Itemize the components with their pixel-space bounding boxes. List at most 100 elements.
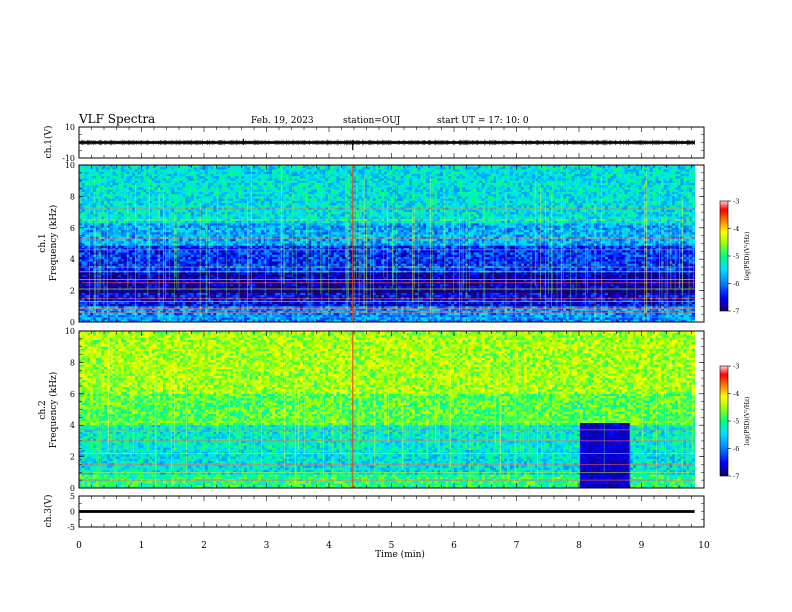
ch1-spectrogram-cell bbox=[155, 214, 158, 217]
ch1-spectrogram-cell bbox=[655, 199, 658, 202]
ch1-spectrogram-cell bbox=[661, 167, 664, 170]
ch1-spectrogram-cell bbox=[655, 183, 658, 186]
ch1-spectrogram-cell bbox=[118, 167, 121, 170]
ch1-spectrogram-cell bbox=[230, 167, 233, 170]
ch1-spectrogram-cell bbox=[191, 192, 194, 195]
ch1-spectrogram-cell bbox=[569, 176, 572, 179]
ch1-spectrogram-cell bbox=[191, 176, 194, 179]
ch1-spectrogram-cell bbox=[113, 176, 116, 179]
ch1-spectrogram-cell bbox=[572, 199, 575, 202]
ch1-spectrogram-cell bbox=[90, 199, 93, 202]
ch1-spectrogram-cell bbox=[574, 176, 577, 179]
ch1-spectrogram-cell bbox=[331, 199, 334, 202]
ch1-spectrogram-cell bbox=[93, 192, 96, 195]
ch1-spectrogram-cell bbox=[233, 183, 236, 186]
ch1-spectrogram-cell bbox=[141, 192, 144, 195]
ch1-spectrogram-cell bbox=[446, 199, 449, 202]
ch1-spectrogram-cell bbox=[613, 192, 616, 195]
ch1-spectrogram-cell bbox=[538, 176, 541, 179]
ch1-spectrogram-cell bbox=[236, 192, 239, 195]
ch1-spectrogram-cell bbox=[225, 183, 228, 186]
ch1-spectrogram-cell bbox=[622, 199, 625, 202]
ch1-spectrogram-cell bbox=[247, 183, 250, 186]
ch1-spectrogram-cell bbox=[143, 192, 146, 195]
ch1-spectrogram-cell bbox=[93, 199, 96, 202]
ch1-spectrogram-cell bbox=[434, 192, 437, 195]
ch1-spectrogram-cell bbox=[597, 167, 600, 170]
ch1-spectrogram-cell bbox=[233, 192, 236, 195]
ch1-spectrogram-cell bbox=[630, 176, 633, 179]
ch1-spectrogram-cell bbox=[683, 199, 686, 202]
ch1-spectrogram-cell bbox=[322, 199, 325, 202]
ch1-spectrogram-cell bbox=[194, 176, 197, 179]
ch1-spectrogram-cell bbox=[577, 167, 580, 170]
ch1-spectrogram-cell bbox=[127, 183, 130, 186]
ch1-spectrogram-cell bbox=[185, 176, 188, 179]
ch1-spectrogram-cell bbox=[474, 199, 477, 202]
ch1-spectrogram-cell bbox=[667, 167, 670, 170]
ch1-spectrogram-cell bbox=[286, 192, 289, 195]
ch1-spectrogram-cell bbox=[594, 167, 597, 170]
ch1-spectrogram-cell bbox=[345, 192, 348, 195]
ch1-spectrogram-cell bbox=[171, 167, 174, 170]
ch1-spectrogram-cell bbox=[183, 192, 186, 195]
ch1-spectrogram-cell bbox=[359, 199, 362, 202]
ch1-spectrogram-cell bbox=[510, 183, 513, 186]
ch1-spectrogram-cell bbox=[269, 192, 272, 195]
ch1-spectrogram-cell bbox=[252, 192, 255, 195]
ch1-spectrogram-cell bbox=[569, 183, 572, 186]
ch1-spectrogram-cell bbox=[613, 183, 616, 186]
ch1-spectrogram-cell bbox=[406, 167, 409, 170]
ch1-spectrogram-cell bbox=[420, 167, 423, 170]
ch1-spectrogram-cell bbox=[110, 167, 113, 170]
ch1-spectrogram-cell bbox=[213, 199, 216, 202]
ch1-spectrogram-cell bbox=[292, 167, 295, 170]
ch1-spectrogram-cell bbox=[423, 199, 426, 202]
ch1-spectrogram-cell bbox=[689, 176, 692, 179]
ch1-spectrogram-cell bbox=[205, 176, 208, 179]
ch1-spectrogram-cell bbox=[524, 192, 527, 195]
ch1-spectrogram-cell bbox=[124, 199, 127, 202]
ch1-spectrogram-cell bbox=[364, 167, 367, 170]
ch1-spectrogram-cell bbox=[608, 167, 611, 170]
ch1-spectrogram-cell bbox=[488, 183, 491, 186]
ch1-spectrogram-cell bbox=[280, 199, 283, 202]
ch1-spectrogram-cell bbox=[608, 183, 611, 186]
ch1-spectrogram-cell bbox=[658, 183, 661, 186]
ch1-spectrogram-cell bbox=[129, 176, 132, 179]
ch1-spectrogram-cell bbox=[549, 167, 552, 170]
ch1-spectrogram-cell bbox=[208, 167, 211, 170]
ch1-spectrogram-cell bbox=[331, 183, 334, 186]
ch1-spectrogram-cell bbox=[266, 192, 269, 195]
ch1-spectrogram-cell bbox=[462, 192, 465, 195]
ch1-spectrogram-cell bbox=[686, 183, 689, 186]
ch1-spectrogram-cell bbox=[538, 183, 541, 186]
ch1-spectrogram-cell bbox=[569, 192, 572, 195]
ch1-spectrogram-cell bbox=[311, 176, 314, 179]
ch1-spectrogram-cell bbox=[174, 176, 177, 179]
ch1-spectrogram-cell bbox=[311, 192, 314, 195]
ch1-spectrogram-cell bbox=[297, 192, 300, 195]
ch1-spectrogram-cell bbox=[216, 192, 219, 195]
ch1-spectrogram-cell bbox=[110, 183, 113, 186]
ch1-spectrogram-cell bbox=[87, 167, 90, 170]
ch1-spectrogram-cell bbox=[96, 176, 99, 179]
ch1-spectrogram-cell bbox=[266, 183, 269, 186]
ch1-spectrogram-cell bbox=[530, 183, 533, 186]
ch1-spectrogram-cell bbox=[616, 176, 619, 179]
ch1-spectrogram-cell bbox=[398, 176, 401, 179]
ch1-spectrogram-cell bbox=[471, 199, 474, 202]
ch1-spectrogram-cell bbox=[507, 167, 510, 170]
ch1-spectrogram-cell bbox=[423, 183, 426, 186]
ch1-spectrogram-cell bbox=[322, 192, 325, 195]
ch1-spectrogram-cell bbox=[644, 167, 647, 170]
ch1-spectrogram-cell bbox=[255, 183, 258, 186]
ch1-spectrogram-cell bbox=[325, 192, 328, 195]
ch1-spectrogram-cell bbox=[247, 167, 250, 170]
ch1-spectrogram-cell bbox=[258, 176, 261, 179]
ch1-spectrogram-cell bbox=[104, 183, 107, 186]
ch1-spectrogram-cell bbox=[462, 183, 465, 186]
ch1-spectrogram-cell bbox=[524, 183, 527, 186]
ch1-spectrogram-cell bbox=[129, 192, 132, 195]
